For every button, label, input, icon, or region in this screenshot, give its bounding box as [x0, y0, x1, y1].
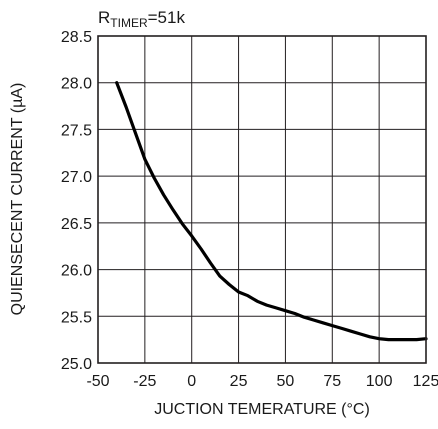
x-axis-label: JUCTION TEMERATURE (°C) [154, 401, 370, 418]
condition-value: =51k [148, 8, 186, 27]
x-tick-label: 75 [323, 373, 341, 390]
x-tick-label: 125 [413, 373, 438, 390]
y-tick-label: 25.0 [61, 356, 92, 373]
x-tick-label: 0 [187, 373, 196, 390]
plot-frame [97, 35, 427, 364]
y-tick-label: 28.5 [61, 29, 92, 46]
y-tick-label: 26.5 [61, 216, 92, 233]
series-line-0 [115, 81, 428, 342]
x-tick-label: -50 [86, 373, 109, 390]
condition-sub: TIMER [110, 16, 148, 30]
series [115, 81, 428, 342]
y-tick-label: 27.5 [61, 122, 92, 139]
x-tick-label: 100 [366, 373, 393, 390]
y-axis-label: QUIENSECENT CURRENT (µA) [9, 83, 26, 316]
x-tick-label: -25 [133, 373, 156, 390]
y-tick-label: 27.0 [61, 169, 92, 186]
tick-labels: -50 -25 0 25 50 75 100 125 28.5 28.0 27.5 27.0 26.5 2… [61, 29, 438, 390]
grid [97, 35, 427, 364]
y-tick-label: 25.5 [61, 309, 92, 326]
y-tick-label: 28.0 [61, 76, 92, 93]
condition-label: RTIMER=51k [98, 8, 185, 30]
condition-main: R [98, 8, 110, 27]
x-tick-label: 25 [230, 373, 248, 390]
y-tick-label: 26.0 [61, 263, 92, 280]
x-tick-label: 50 [277, 373, 295, 390]
